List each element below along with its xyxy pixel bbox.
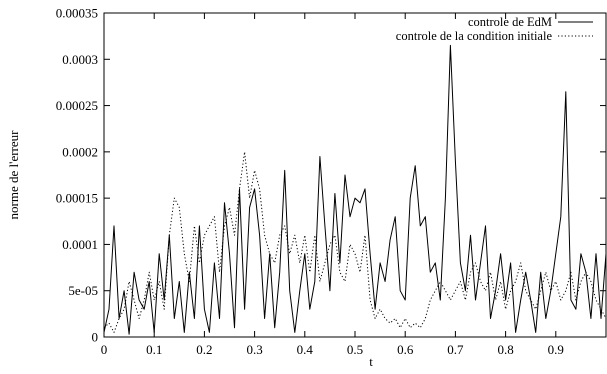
series-line-edm <box>103 44 607 335</box>
x-tick-label: 0 <box>101 342 108 357</box>
series-lines <box>103 44 607 335</box>
x-tick-label: 0.6 <box>397 342 414 357</box>
y-tick-label: 0.0002 <box>62 144 98 159</box>
y-tick-label: 5e-05 <box>68 283 98 298</box>
y-tick-label: 0 <box>92 330 99 345</box>
x-tick-label: 0.4 <box>297 342 314 357</box>
x-tick-label: 0.5 <box>347 342 363 357</box>
y-tick-label: 0.00015 <box>56 191 98 206</box>
y-tick-label: 0.00025 <box>56 98 98 113</box>
x-tick-label: 0.2 <box>196 342 212 357</box>
x-tick-label: 0.1 <box>146 342 162 357</box>
series-line-condition-initiale <box>103 151 607 333</box>
axes <box>103 12 607 338</box>
x-tick-label: 0.7 <box>447 342 464 357</box>
legend-label: controle de EdM <box>468 15 552 29</box>
y-tick-label: 0.00035 <box>56 6 98 21</box>
x-tick-label: 0.8 <box>497 342 513 357</box>
legend-label: controle de la condition initiale <box>396 29 553 43</box>
x-tick-label: 0.3 <box>246 342 262 357</box>
y-tick-label: 0.0003 <box>62 52 98 67</box>
ticks: 0 0.1 0.2 0.3 0.4 0.5 0.6 0.7 0.8 0.9 0 5e-05 0.0001… <box>56 6 606 357</box>
x-tick-label: 0.9 <box>548 342 564 357</box>
y-tick-label: 0.0001 <box>62 237 98 252</box>
plot-frame <box>103 12 607 338</box>
y-axis-label: norme de l'erreur <box>6 130 21 220</box>
x-axis-label: t <box>369 354 373 369</box>
